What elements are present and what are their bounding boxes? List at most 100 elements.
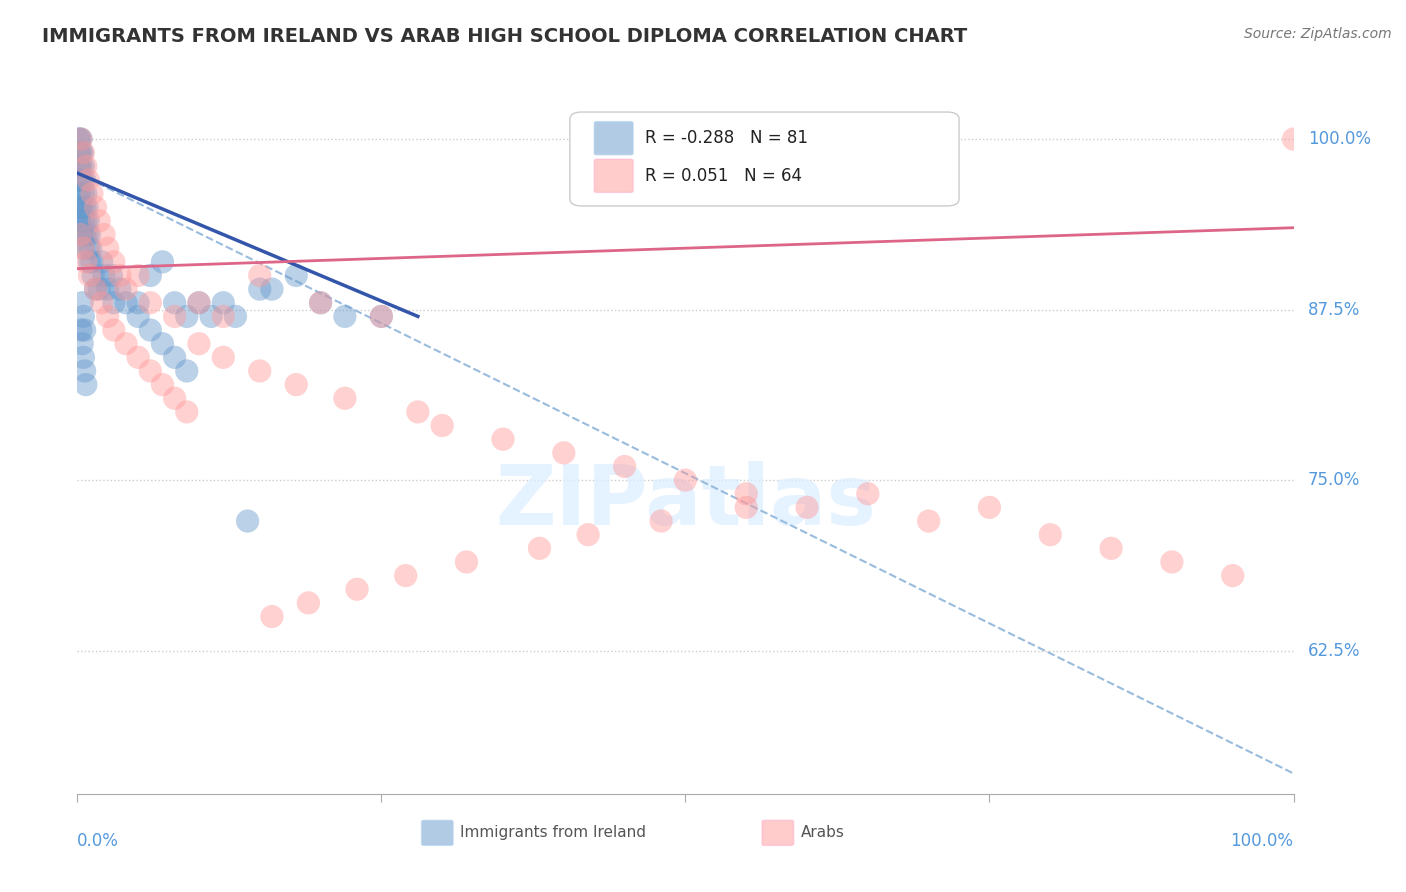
- Point: [67, 200, 90, 214]
- Point: [73, 227, 96, 242]
- Text: R = 0.051   N = 64: R = 0.051 N = 64: [645, 167, 803, 185]
- Point: [200, 310, 222, 324]
- Point: [97, 310, 120, 324]
- Point: [553, 446, 575, 460]
- Point: [115, 295, 138, 310]
- Point: [67, 159, 90, 173]
- Point: [127, 310, 149, 324]
- Point: [139, 268, 162, 283]
- Point: [163, 351, 186, 365]
- Point: [70, 227, 93, 242]
- Point: [79, 268, 101, 283]
- Point: [370, 310, 392, 324]
- Point: [152, 336, 174, 351]
- Point: [69, 186, 91, 201]
- Point: [176, 405, 198, 419]
- Point: [139, 323, 162, 337]
- Point: [176, 310, 198, 324]
- Point: [70, 173, 93, 187]
- Point: [67, 132, 90, 146]
- Point: [69, 214, 91, 228]
- Point: [97, 241, 120, 255]
- Point: [75, 214, 97, 228]
- Point: [70, 323, 93, 337]
- Text: 87.5%: 87.5%: [1308, 301, 1361, 318]
- Point: [249, 364, 271, 378]
- Point: [69, 173, 91, 187]
- Text: 0.0%: 0.0%: [77, 832, 120, 850]
- Point: [84, 282, 107, 296]
- Point: [918, 514, 941, 528]
- Point: [73, 200, 96, 214]
- Point: [346, 582, 368, 597]
- Text: ZIPatlas: ZIPatlas: [495, 461, 876, 542]
- Point: [176, 364, 198, 378]
- Point: [72, 310, 94, 324]
- Point: [152, 255, 174, 269]
- Point: [103, 255, 125, 269]
- Point: [73, 323, 96, 337]
- Point: [127, 351, 149, 365]
- Point: [84, 200, 107, 214]
- Point: [89, 282, 111, 296]
- Point: [69, 145, 91, 160]
- Point: [75, 159, 97, 173]
- Text: 100.0%: 100.0%: [1230, 832, 1294, 850]
- Point: [139, 295, 162, 310]
- Point: [236, 514, 259, 528]
- Point: [70, 200, 93, 214]
- Point: [80, 255, 103, 269]
- Point: [1039, 527, 1062, 541]
- Point: [67, 173, 90, 187]
- Point: [73, 364, 96, 378]
- Point: [70, 145, 93, 160]
- Point: [79, 255, 101, 269]
- Text: 75.0%: 75.0%: [1308, 471, 1361, 489]
- Point: [163, 310, 186, 324]
- Point: [1222, 568, 1244, 582]
- Point: [70, 159, 93, 173]
- Text: R = -0.288   N = 81: R = -0.288 N = 81: [645, 129, 808, 147]
- Point: [70, 227, 93, 242]
- Point: [103, 295, 125, 310]
- Point: [69, 159, 91, 173]
- Point: [70, 295, 93, 310]
- Point: [67, 214, 90, 228]
- Point: [108, 282, 131, 296]
- Point: [75, 186, 97, 201]
- Point: [89, 214, 111, 228]
- Point: [127, 295, 149, 310]
- Point: [73, 173, 96, 187]
- Point: [856, 487, 879, 501]
- Point: [406, 405, 429, 419]
- Point: [735, 487, 758, 501]
- FancyBboxPatch shape: [422, 821, 453, 846]
- Point: [285, 268, 308, 283]
- Point: [72, 241, 94, 255]
- Point: [796, 500, 818, 515]
- Point: [70, 200, 93, 214]
- Point: [979, 500, 1001, 515]
- Point: [492, 432, 515, 446]
- Point: [69, 200, 91, 214]
- Point: [212, 351, 235, 365]
- Point: [309, 295, 332, 310]
- Point: [70, 227, 93, 242]
- Point: [456, 555, 478, 569]
- FancyBboxPatch shape: [595, 159, 633, 193]
- FancyBboxPatch shape: [595, 121, 633, 155]
- Point: [82, 268, 104, 283]
- Point: [70, 336, 93, 351]
- Point: [224, 310, 246, 324]
- Point: [72, 159, 94, 173]
- Point: [70, 132, 93, 146]
- Point: [76, 200, 98, 214]
- Point: [260, 609, 283, 624]
- Point: [84, 282, 107, 296]
- Point: [70, 145, 93, 160]
- Point: [67, 186, 90, 201]
- Point: [188, 336, 211, 351]
- Point: [188, 295, 211, 310]
- Point: [79, 227, 101, 242]
- Point: [297, 596, 319, 610]
